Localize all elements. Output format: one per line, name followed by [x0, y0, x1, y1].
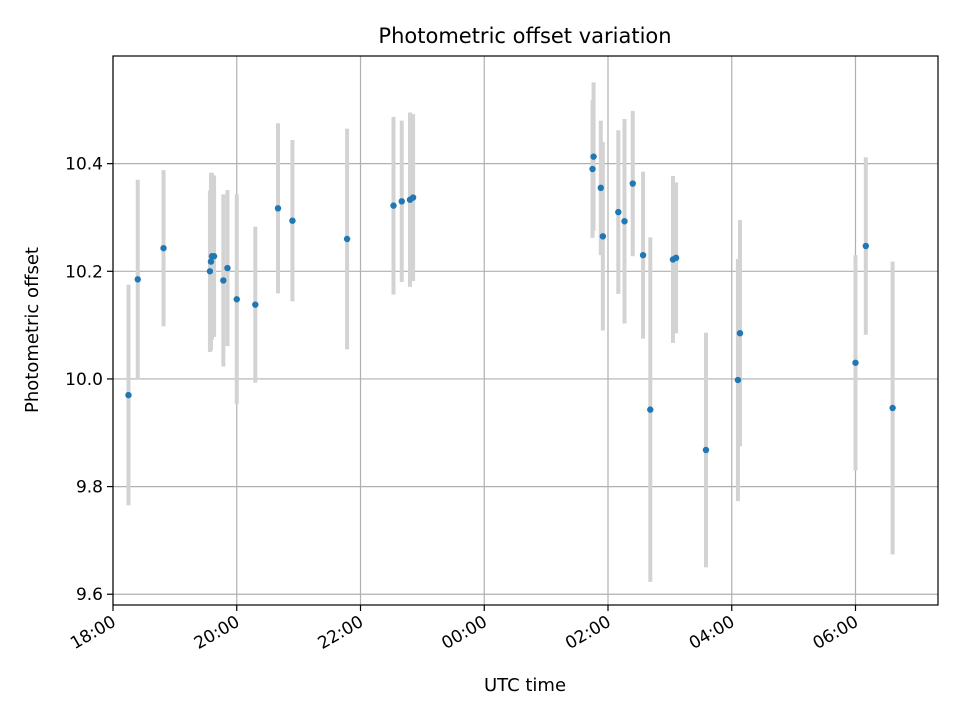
data-point [224, 264, 231, 272]
data-point [206, 268, 214, 275]
data-point [736, 329, 744, 337]
data-point [409, 194, 417, 201]
data-point [289, 217, 296, 224]
y-tick-label: 9.8 [76, 478, 103, 498]
data-point [647, 406, 654, 413]
data-point [852, 359, 859, 366]
data-point [621, 218, 628, 225]
data-point [629, 180, 636, 187]
plot-frame [112, 55, 939, 606]
chart-title: Photometric offset variation [378, 24, 671, 48]
data-point [702, 446, 710, 454]
data-point [252, 301, 259, 308]
data-point [590, 153, 597, 160]
y-tick-label: 9.6 [76, 585, 103, 605]
data-points [125, 153, 896, 454]
data-point [160, 244, 167, 252]
data-point [233, 296, 240, 303]
data-point [589, 165, 596, 173]
data-point [343, 235, 351, 243]
y-tick-label: 10.0 [65, 370, 103, 390]
data-point [889, 404, 896, 412]
data-point [615, 208, 622, 216]
data-point [862, 242, 870, 250]
data-point [597, 184, 604, 192]
data-point [639, 251, 647, 259]
data-point [134, 276, 141, 283]
data-point [220, 277, 227, 284]
data-point [672, 254, 680, 262]
x-axis-label: UTC time [484, 675, 566, 696]
data-point [274, 205, 282, 212]
y-axis-label: Photometric offset [22, 247, 43, 413]
data-point [125, 391, 132, 399]
data-point [599, 233, 607, 240]
y-tick-label: 10.2 [65, 262, 103, 282]
data-point [390, 202, 397, 209]
data-point [398, 198, 405, 205]
data-point [734, 376, 742, 384]
data-point [207, 258, 215, 265]
y-tick-label: 10.4 [65, 155, 103, 175]
data-point [210, 253, 218, 260]
